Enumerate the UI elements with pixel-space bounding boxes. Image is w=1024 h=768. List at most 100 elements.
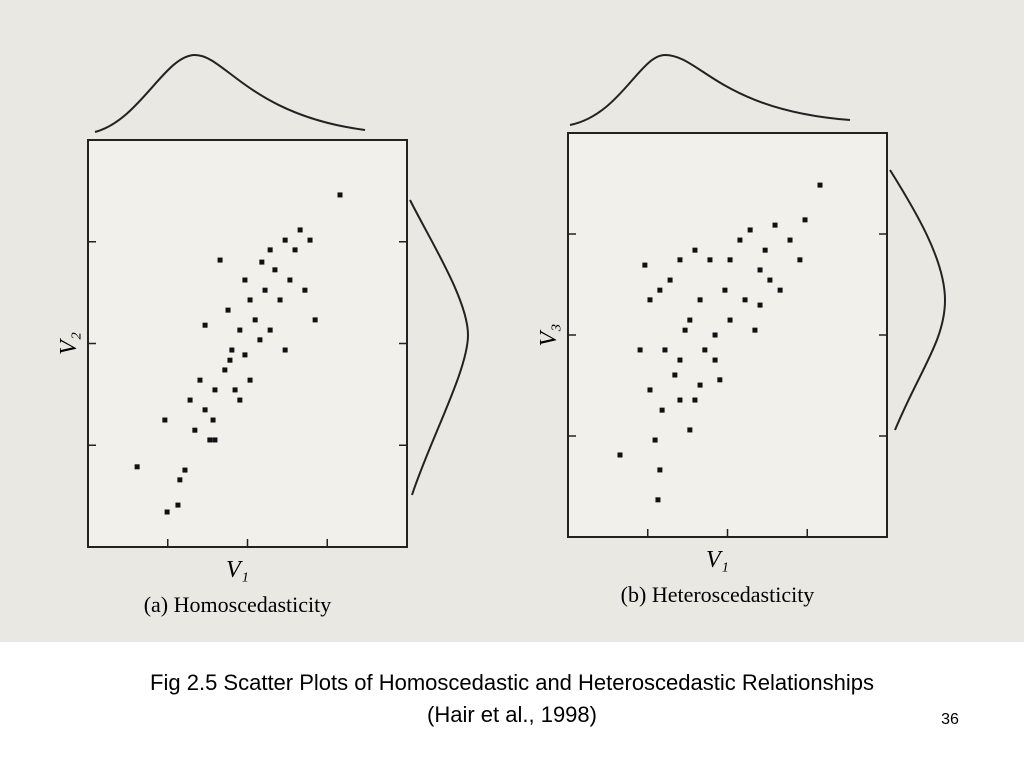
point [292, 247, 298, 253]
point [225, 307, 231, 313]
point [677, 357, 683, 363]
point [232, 387, 238, 393]
y-axis-label: V₃ [536, 323, 562, 346]
point [162, 417, 168, 423]
point [737, 237, 743, 243]
point [282, 347, 288, 353]
point [662, 347, 668, 353]
chart-title: (b) Heteroscedasticity [621, 582, 815, 607]
marginal-curve [889, 169, 947, 431]
point [687, 427, 693, 433]
point [647, 297, 653, 303]
point [667, 277, 673, 283]
marginal-curve [409, 199, 470, 496]
chart-title: (a) Homoscedasticity [144, 592, 332, 617]
point [752, 327, 758, 333]
point [672, 372, 678, 378]
point [772, 222, 778, 228]
point [647, 387, 653, 393]
point [742, 297, 748, 303]
point [682, 327, 688, 333]
point [237, 327, 243, 333]
point [712, 332, 718, 338]
point [692, 397, 698, 403]
point [259, 259, 265, 265]
point [677, 257, 683, 263]
point [697, 382, 703, 388]
x-axis-label: V₁ [226, 557, 249, 583]
point [617, 452, 623, 458]
point [702, 347, 708, 353]
y-axis-label: V₂ [56, 332, 82, 355]
point [697, 297, 703, 303]
plot-frame [87, 139, 408, 548]
point [202, 322, 208, 328]
point [272, 267, 278, 273]
point [747, 227, 753, 233]
point [164, 509, 170, 515]
caption: Fig 2.5 Scatter Plots of Homoscedastic a… [150, 670, 874, 695]
point [202, 407, 208, 413]
point [757, 267, 763, 273]
point [257, 337, 263, 343]
point [287, 277, 293, 283]
point [687, 317, 693, 323]
point [192, 427, 198, 433]
point [175, 502, 181, 508]
point [707, 257, 713, 263]
point [677, 397, 683, 403]
point [267, 247, 273, 253]
point [797, 257, 803, 263]
point [207, 437, 213, 443]
marginal-curve [94, 53, 366, 133]
point [227, 357, 233, 363]
point [262, 287, 268, 293]
point [210, 417, 216, 423]
point [197, 377, 203, 383]
point [817, 182, 823, 188]
point [182, 467, 188, 473]
point [642, 262, 648, 268]
point [787, 237, 793, 243]
page-number: 36 [941, 711, 959, 728]
point [237, 397, 243, 403]
point [767, 277, 773, 283]
point [282, 237, 288, 243]
point [242, 352, 248, 358]
point [242, 277, 248, 283]
point [217, 257, 223, 263]
marginal-curve [569, 53, 851, 126]
point [134, 464, 140, 470]
point [657, 467, 663, 473]
caption: (Hair et al., 1998) [427, 702, 597, 727]
point [212, 437, 218, 443]
point [717, 377, 723, 383]
point [657, 287, 663, 293]
point [297, 227, 303, 233]
point [337, 192, 343, 198]
plot-frame [567, 132, 888, 538]
point [762, 247, 768, 253]
point [177, 477, 183, 483]
point [652, 437, 658, 443]
point [229, 347, 235, 353]
point [187, 397, 193, 403]
point [727, 257, 733, 263]
point [212, 387, 218, 393]
point [307, 237, 313, 243]
point [222, 367, 228, 373]
x-axis-label: V₁ [706, 547, 729, 573]
point [777, 287, 783, 293]
point [692, 247, 698, 253]
point [712, 357, 718, 363]
point [277, 297, 283, 303]
point [802, 217, 808, 223]
point [252, 317, 258, 323]
point [312, 317, 318, 323]
point [722, 287, 728, 293]
point [267, 327, 273, 333]
point [247, 377, 253, 383]
point [247, 297, 253, 303]
point [637, 347, 643, 353]
